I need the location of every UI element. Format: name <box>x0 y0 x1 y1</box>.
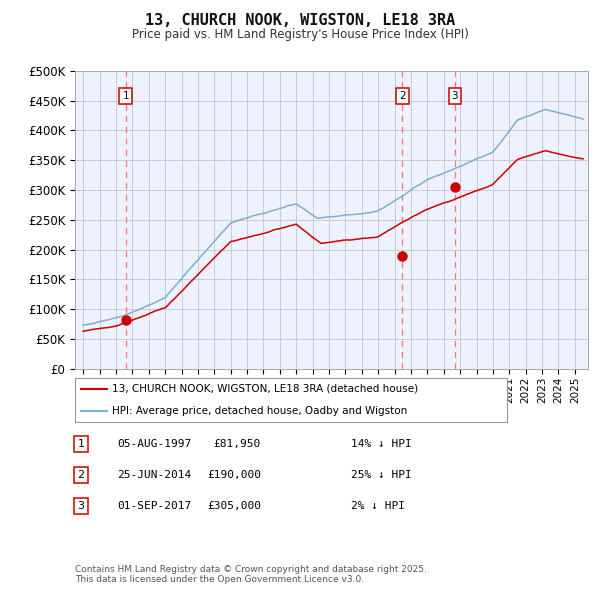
Text: 13, CHURCH NOOK, WIGSTON, LE18 3RA: 13, CHURCH NOOK, WIGSTON, LE18 3RA <box>145 13 455 28</box>
Text: 25% ↓ HPI: 25% ↓ HPI <box>351 470 412 480</box>
Text: 1: 1 <box>122 91 129 101</box>
Text: 3: 3 <box>77 502 85 511</box>
Text: £305,000: £305,000 <box>207 502 261 511</box>
Text: £190,000: £190,000 <box>207 470 261 480</box>
Text: 2: 2 <box>399 91 406 101</box>
Text: Contains HM Land Registry data © Crown copyright and database right 2025.
This d: Contains HM Land Registry data © Crown c… <box>75 565 427 584</box>
Text: 1: 1 <box>77 439 85 448</box>
Text: 2: 2 <box>77 470 85 480</box>
Text: 01-SEP-2017: 01-SEP-2017 <box>117 502 191 511</box>
Text: 14% ↓ HPI: 14% ↓ HPI <box>351 439 412 448</box>
Text: Price paid vs. HM Land Registry's House Price Index (HPI): Price paid vs. HM Land Registry's House … <box>131 28 469 41</box>
Text: £81,950: £81,950 <box>214 439 261 448</box>
Text: 05-AUG-1997: 05-AUG-1997 <box>117 439 191 448</box>
Text: 3: 3 <box>451 91 458 101</box>
Text: 2% ↓ HPI: 2% ↓ HPI <box>351 502 405 511</box>
Text: HPI: Average price, detached house, Oadby and Wigston: HPI: Average price, detached house, Oadb… <box>112 406 407 416</box>
Text: 13, CHURCH NOOK, WIGSTON, LE18 3RA (detached house): 13, CHURCH NOOK, WIGSTON, LE18 3RA (deta… <box>112 384 418 394</box>
Text: 25-JUN-2014: 25-JUN-2014 <box>117 470 191 480</box>
